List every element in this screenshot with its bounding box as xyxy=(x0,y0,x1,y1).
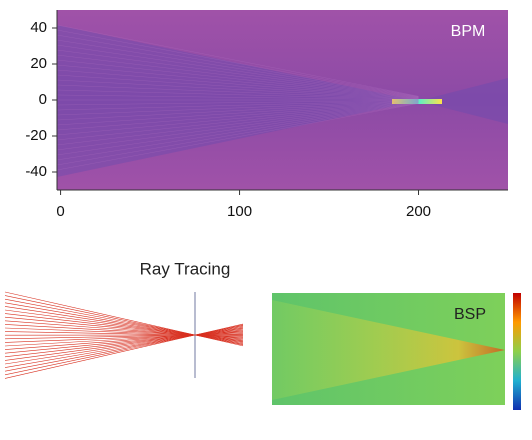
panel-label: BPM xyxy=(451,23,486,40)
ray xyxy=(5,306,195,335)
ray xyxy=(5,303,195,335)
y-tick-label: 0 xyxy=(39,91,47,108)
bsp-panel: BSP xyxy=(272,293,521,410)
y-tick-label: 20 xyxy=(30,55,47,72)
y-tick-label: -40 xyxy=(25,163,47,180)
ray xyxy=(5,335,195,368)
ray xyxy=(5,321,195,335)
x-tick-label: 100 xyxy=(227,203,252,220)
y-tick-label: -20 xyxy=(25,127,47,144)
x-tick-label: 200 xyxy=(406,203,431,220)
x-tick-label: 0 xyxy=(56,203,64,220)
panel-label: BSP xyxy=(454,306,486,323)
y-tick-label: 40 xyxy=(30,19,47,36)
ray xyxy=(5,335,195,364)
colorbar xyxy=(513,293,521,410)
ray-panel: Ray Tracing xyxy=(5,259,243,378)
panel-title: Ray Tracing xyxy=(140,259,231,278)
ray xyxy=(5,335,195,375)
